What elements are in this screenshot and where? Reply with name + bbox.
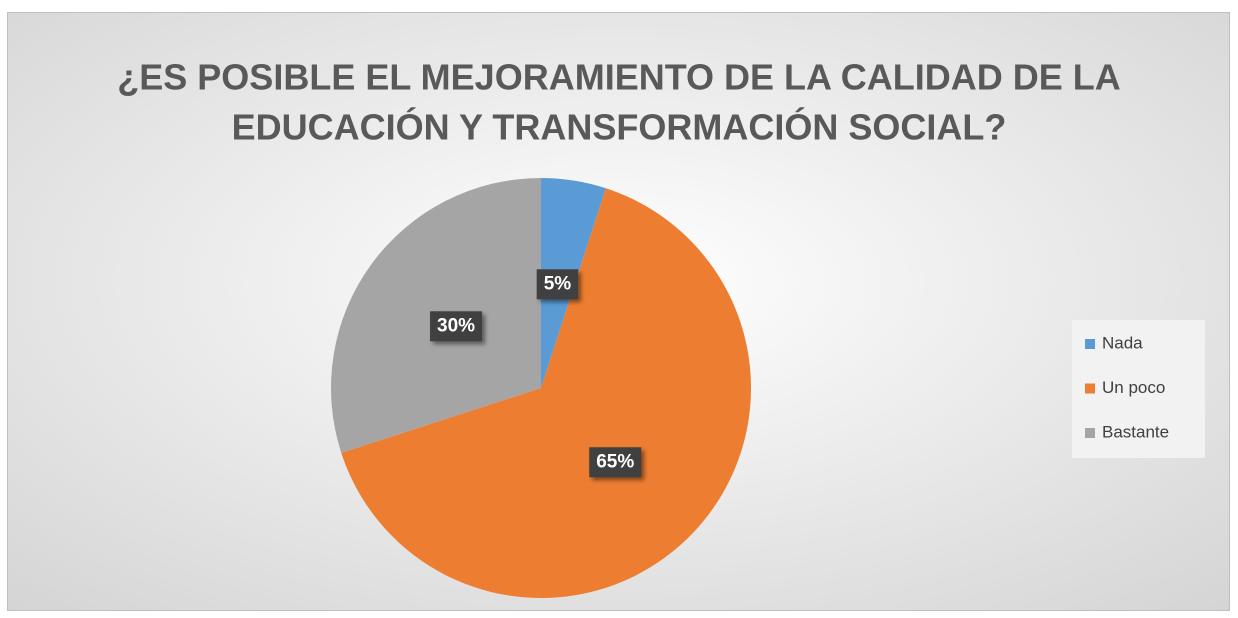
legend-swatch: [1085, 428, 1095, 438]
data-label-box: [536, 269, 579, 300]
data-label: 65%: [596, 451, 634, 472]
legend-label: Un poco: [1102, 378, 1165, 397]
data-label-box: [430, 311, 483, 342]
data-label-box: [589, 447, 642, 478]
data-label: 5%: [544, 273, 572, 294]
data-label: 30%: [437, 315, 475, 336]
legend-swatch: [1085, 383, 1095, 394]
legend-swatch: [1085, 339, 1095, 349]
chart-title: EDUCACIÓN Y TRANSFORMACIÓN SOCIAL?: [232, 106, 1007, 148]
legend-label: Nada: [1102, 333, 1143, 352]
pie-slice: [341, 188, 752, 599]
legend-label: Bastante: [1102, 422, 1169, 441]
chart-title: ¿ES POSIBLE EL MEJORAMIENTO DE LA CALIDA…: [117, 57, 1120, 98]
